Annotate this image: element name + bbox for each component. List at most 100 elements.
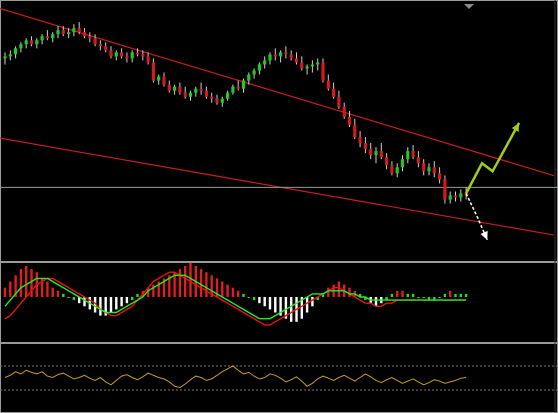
macd-histogram-bar	[438, 297, 441, 298]
macd-histogram-bar	[131, 297, 134, 301]
macd-histogram-bar	[51, 287, 54, 297]
candle-body	[459, 193, 463, 198]
candle-body	[400, 159, 405, 168]
macd-histogram-bar	[19, 269, 23, 297]
candle-body	[130, 52, 134, 59]
candle-body	[14, 48, 18, 55]
candle-body	[337, 96, 341, 107]
macd-histogram-bar	[46, 281, 49, 297]
oscillator-line	[4, 365, 467, 389]
macd-histogram-bar	[125, 297, 129, 304]
candle-body	[183, 92, 187, 97]
macd-histogram-bar	[205, 272, 208, 297]
macd-histogram-bar	[242, 293, 245, 297]
macd-histogram-bar	[231, 287, 235, 297]
candle-body	[268, 54, 272, 61]
candle-body	[374, 151, 378, 156]
macd-histogram-bar	[9, 281, 12, 297]
candle-body	[98, 44, 102, 47]
macd-histogram-bar	[237, 290, 240, 297]
macd-histogram-bar	[422, 297, 425, 298]
macd-histogram-bar	[78, 297, 81, 304]
candle-body	[104, 46, 108, 51]
candle-body	[141, 54, 145, 57]
macd-histogram-bar	[337, 281, 341, 297]
macd-histogram-bar	[311, 297, 314, 307]
candle-body	[45, 36, 49, 39]
candle-body	[347, 116, 352, 125]
macd-histogram-bar	[279, 297, 282, 316]
shift-marker-icon	[464, 4, 474, 9]
macd-histogram-bar	[215, 278, 219, 297]
candle-body	[194, 88, 198, 93]
macd-histogram-bar	[136, 293, 139, 297]
candle-body	[178, 86, 182, 93]
macd-histogram-bar	[67, 297, 70, 298]
macd-histogram-bar	[226, 284, 229, 297]
candle-body	[448, 195, 452, 200]
macd-histogram-bar	[417, 297, 420, 298]
macd-histogram-bar	[120, 297, 123, 307]
candle-body	[120, 52, 124, 57]
macd-histogram-bar	[93, 297, 97, 313]
candle-body	[24, 40, 28, 45]
macd-histogram-bar	[173, 272, 176, 297]
macd-histogram-bar	[459, 293, 462, 297]
candle-body	[188, 92, 193, 97]
candle-body	[294, 58, 299, 63]
candle-body	[263, 60, 267, 65]
macd-histogram-bar	[146, 287, 150, 297]
candle-body	[210, 96, 214, 99]
candle-body	[432, 167, 436, 174]
macd-histogram-bar	[290, 297, 293, 322]
macd-histogram-bar	[40, 278, 44, 297]
candle-body	[385, 157, 389, 166]
candle-body	[3, 56, 7, 59]
candle-body	[252, 70, 256, 75]
candle-body	[114, 52, 118, 57]
candle-body	[305, 66, 309, 69]
candle-body	[51, 34, 55, 39]
macd-histogram-bar	[3, 287, 7, 297]
channel-lower-line	[0, 137, 555, 236]
macd-histogram-bar	[385, 297, 388, 301]
candle-body	[422, 163, 426, 172]
macd-histogram-bar	[401, 290, 404, 297]
macd-histogram-bar	[162, 278, 166, 297]
macd-histogram-bar	[390, 293, 394, 297]
candle-body	[77, 28, 81, 33]
macd-histogram-bar	[115, 297, 118, 310]
macd-histogram-bar	[14, 275, 17, 297]
macd-histogram-bar	[274, 297, 277, 313]
macd-histogram-bar	[284, 297, 288, 319]
candle-body	[289, 54, 293, 59]
candle-body	[395, 167, 399, 174]
candle-body	[363, 143, 367, 150]
candle-body	[316, 62, 320, 65]
candle-body	[321, 62, 325, 81]
macd-histogram-bar	[152, 284, 155, 297]
candle-body	[236, 86, 240, 89]
macd-panel	[3, 262, 468, 326]
candle-body	[310, 64, 314, 67]
macd-histogram-bar	[443, 293, 447, 297]
candle-body	[427, 167, 431, 172]
macd-histogram-bar	[374, 297, 378, 307]
price-panel	[0, 7, 558, 241]
forecast-up-path	[464, 122, 521, 195]
macd-histogram-bar	[178, 269, 182, 297]
macd-histogram-bar	[358, 293, 362, 297]
candle-body	[279, 52, 283, 57]
macd-histogram-bar	[305, 297, 309, 313]
macd-histogram-bar	[464, 293, 468, 297]
macd-histogram-bar	[157, 281, 160, 297]
macd-histogram-bar	[433, 297, 436, 301]
macd-histogram-bar	[72, 297, 76, 301]
forecast-up-arrow-icon	[511, 122, 520, 132]
candle-body	[257, 64, 261, 71]
candle-body	[379, 151, 383, 158]
candle-body	[162, 76, 166, 85]
